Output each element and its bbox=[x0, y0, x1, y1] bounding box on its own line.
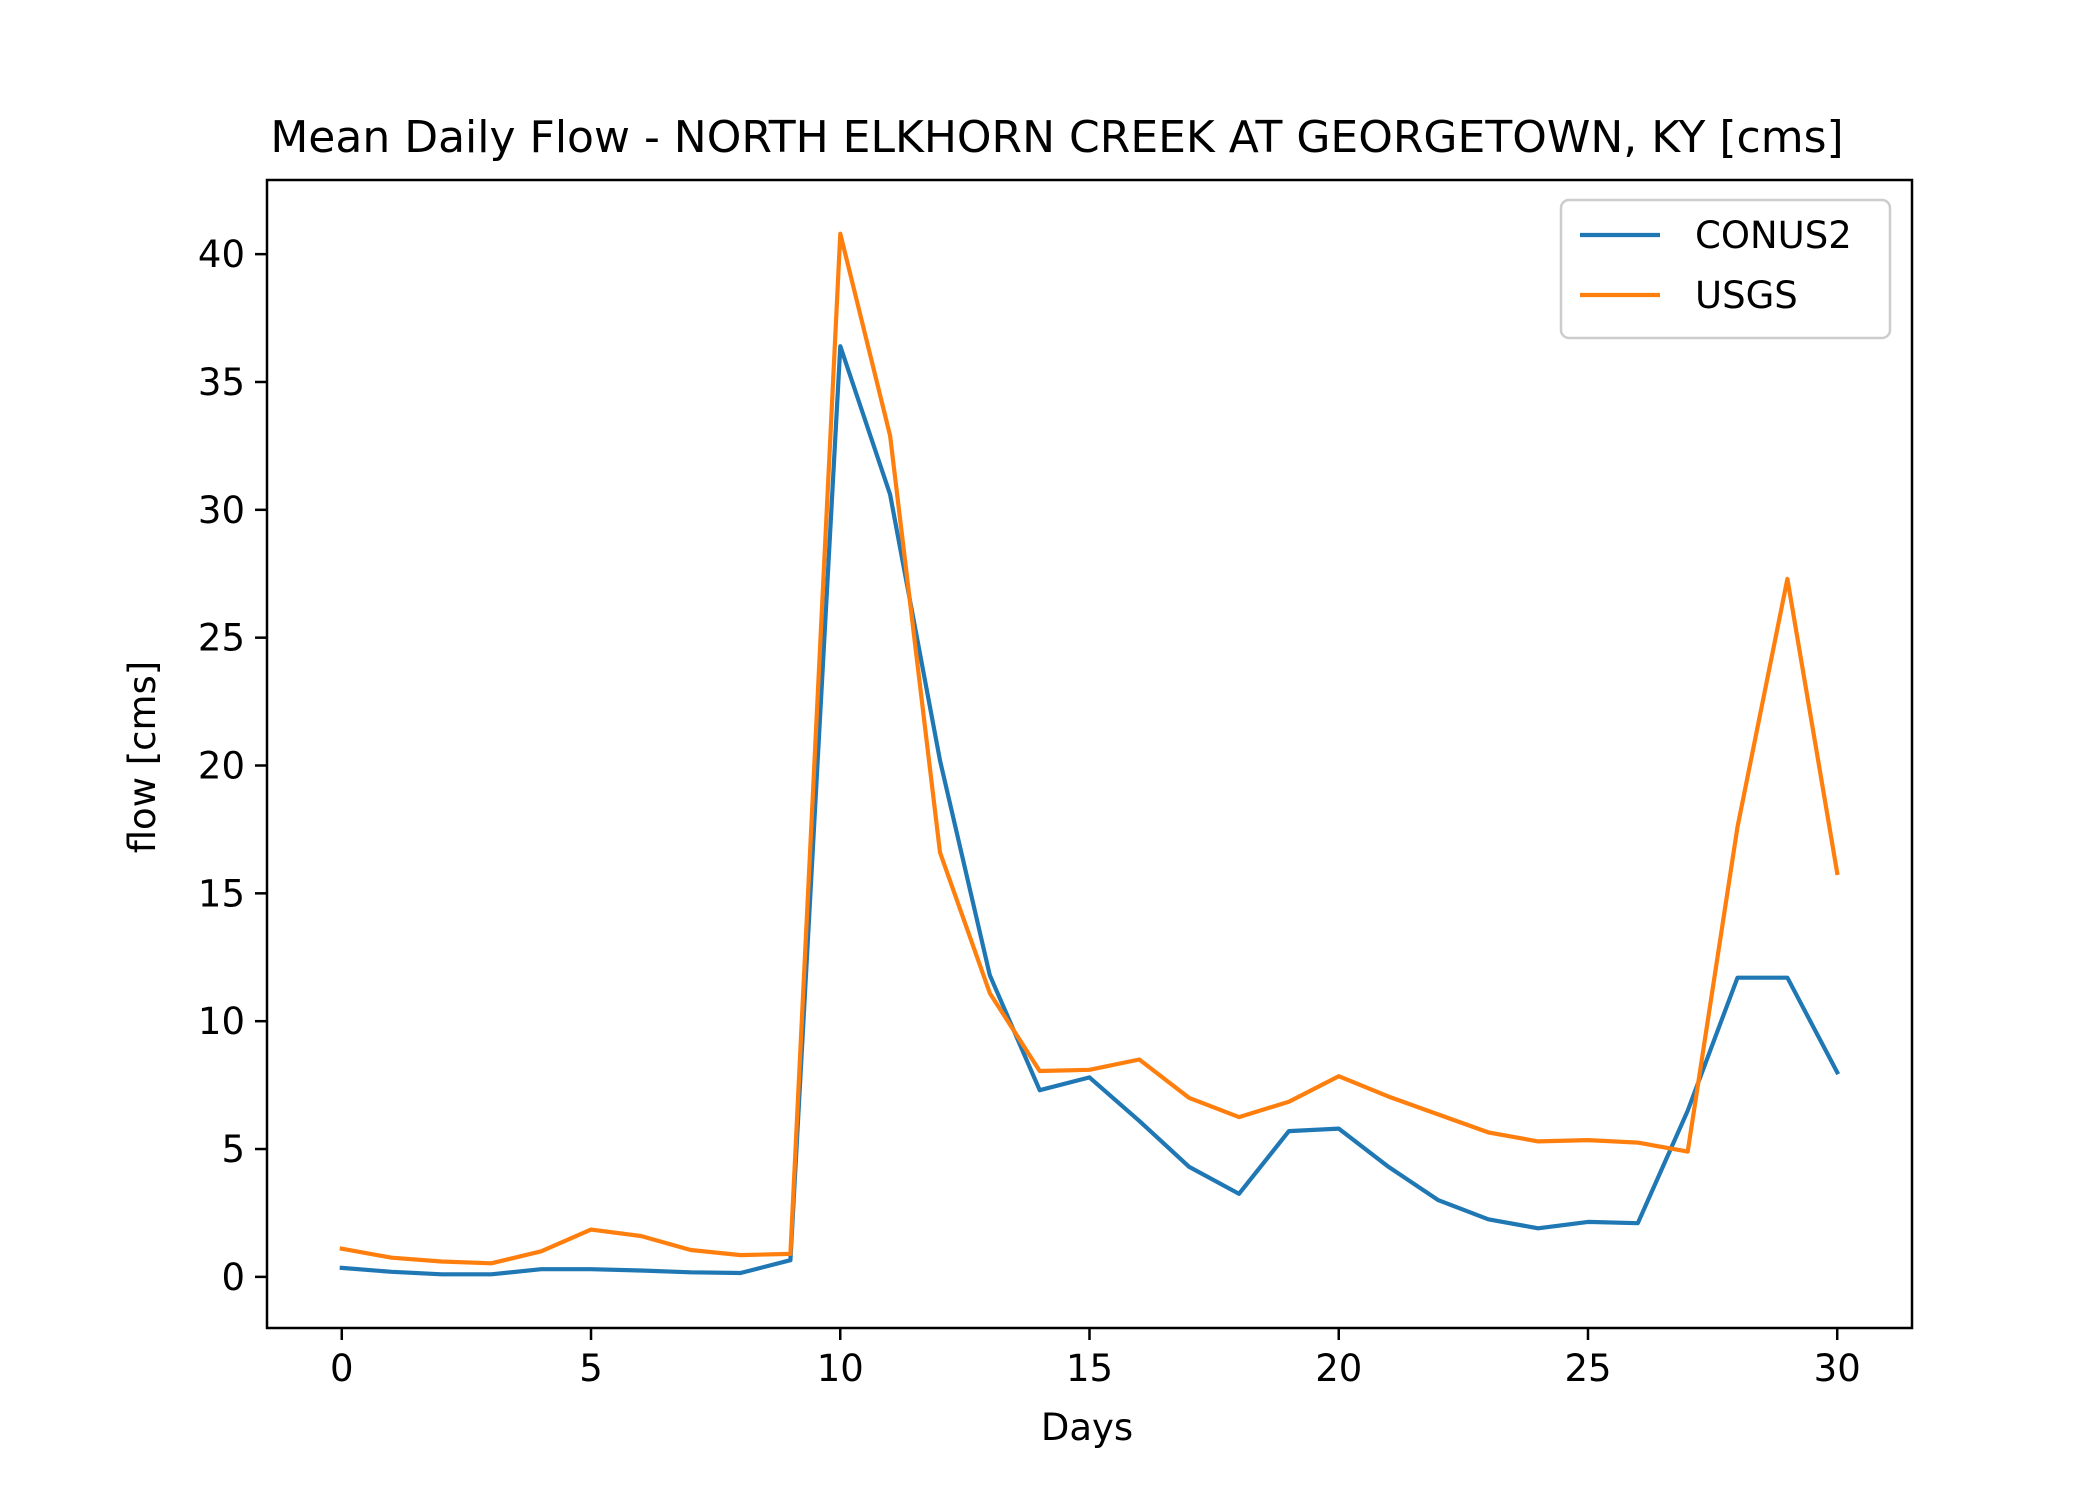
legend: CONUS2 USGS bbox=[1559, 198, 1892, 340]
y-tick-label: 30 bbox=[198, 489, 245, 532]
plot-area: 0 5 10 15 20 25 30 0 5 10 15 20 25 30 35 40 bbox=[198, 178, 1914, 1390]
x-tick-label: 10 bbox=[817, 1347, 864, 1390]
y-tick-label: 35 bbox=[198, 361, 245, 404]
y-tick-label: 15 bbox=[198, 872, 245, 915]
y-tick-label: 40 bbox=[198, 233, 245, 276]
y-axis-label: flow [cms] bbox=[121, 661, 164, 854]
legend-label-usgs: USGS bbox=[1695, 274, 1798, 317]
x-tick-label: 20 bbox=[1315, 1347, 1362, 1390]
y-tick-label: 10 bbox=[198, 1000, 245, 1043]
y-tick-label: 0 bbox=[221, 1256, 245, 1299]
series-line-conus2 bbox=[339, 344, 1841, 1277]
y-tick-label: 25 bbox=[198, 617, 245, 660]
series-line-usgs bbox=[339, 231, 1840, 1266]
y-tick-label: 20 bbox=[198, 745, 245, 788]
x-tick-label: 0 bbox=[330, 1347, 354, 1390]
x-tick-label: 5 bbox=[579, 1347, 603, 1390]
x-tick-label: 25 bbox=[1564, 1347, 1611, 1390]
chart-title: Mean Daily Flow - NORTH ELKHORN CREEK AT… bbox=[270, 112, 1843, 163]
legend-label-conus2: CONUS2 bbox=[1695, 214, 1852, 257]
x-tick-label: 30 bbox=[1814, 1347, 1861, 1390]
x-axis-label: Days bbox=[1041, 1406, 1133, 1449]
y-tick-label: 5 bbox=[221, 1128, 245, 1171]
x-tick-label: 15 bbox=[1066, 1347, 1113, 1390]
